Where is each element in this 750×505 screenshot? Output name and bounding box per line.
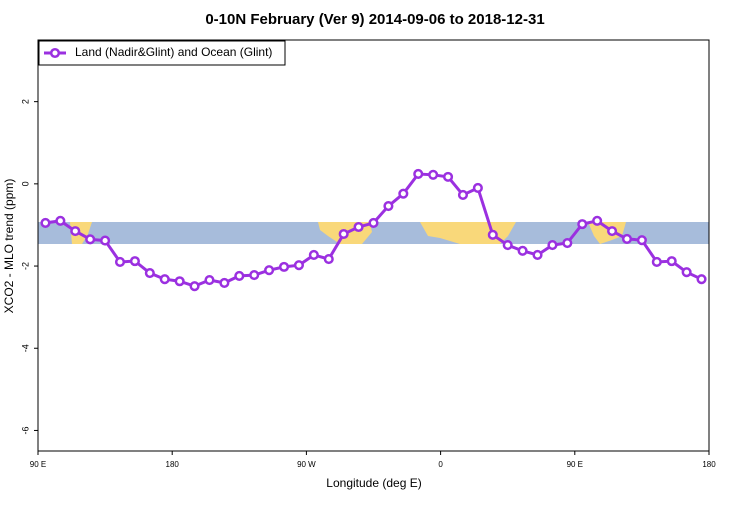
- data-point: [696, 274, 707, 285]
- data-point: [487, 229, 498, 240]
- data-point: [234, 270, 245, 281]
- data-point: [129, 256, 140, 267]
- legend-marker: [49, 47, 61, 59]
- data-point: [278, 261, 290, 272]
- data-point: [562, 237, 573, 249]
- data-point: [204, 274, 215, 286]
- data-point: [323, 254, 334, 265]
- data-point: [70, 226, 81, 237]
- x-tick-label: 0: [438, 460, 443, 469]
- legend-label: Land (Nadir&Glint) and Ocean (Glint): [75, 45, 272, 59]
- data-point: [681, 267, 692, 278]
- y-axis-label: XCO2 - MLO trend (ppm): [2, 179, 16, 314]
- data-point: [592, 215, 603, 226]
- data-point: [174, 276, 185, 287]
- data-point: [532, 249, 543, 261]
- data-point: [428, 169, 439, 180]
- ocean-strip: [38, 222, 709, 244]
- x-tick-label: 180: [166, 460, 180, 469]
- data-point: [308, 249, 319, 261]
- data-point: [443, 171, 454, 182]
- data-point: [40, 217, 51, 228]
- x-tick-label: 90 W: [297, 460, 316, 469]
- data-point: [189, 281, 200, 292]
- y-tick-label: 0: [20, 181, 30, 186]
- data-point: [114, 256, 126, 267]
- data-point: [547, 240, 558, 251]
- data-point: [472, 182, 483, 194]
- land-patch: [588, 222, 626, 244]
- data-point: [159, 274, 170, 285]
- data-point: [517, 245, 528, 256]
- data-point: [383, 200, 394, 212]
- y-tick-label: -6: [20, 426, 30, 434]
- data-point: [85, 234, 96, 245]
- data-point: [338, 228, 349, 240]
- x-tick-label: 90 E: [567, 460, 583, 469]
- x-tick-label: 180: [702, 460, 716, 469]
- data-point: [264, 265, 275, 276]
- y-tick-label: -2: [20, 262, 30, 270]
- data-point: [353, 221, 364, 233]
- data-point: [607, 226, 618, 237]
- y-tick-label: -4: [20, 344, 30, 352]
- x-tick-label: 90 E: [30, 460, 46, 469]
- data-point: [621, 233, 633, 244]
- data-point: [55, 215, 66, 226]
- data-point: [636, 235, 647, 246]
- data-point: [457, 189, 469, 200]
- data-point: [219, 277, 230, 288]
- data-point: [249, 270, 260, 281]
- data-point: [413, 168, 424, 180]
- x-axis-label: Longitude (deg E): [326, 476, 421, 490]
- legend-box: [38, 40, 286, 66]
- data-point: [368, 217, 379, 228]
- data-point: [144, 267, 155, 279]
- data-point: [666, 256, 677, 267]
- data-point: [577, 219, 588, 230]
- plot-frame: [37, 39, 710, 452]
- data-point: [100, 235, 111, 246]
- data-point: [651, 256, 662, 267]
- data-point: [398, 188, 409, 199]
- data-point: [293, 260, 304, 271]
- y-tick-label: 2: [20, 99, 30, 104]
- chart-title: 0-10N February (Ver 9) 2014-09-06 to 201…: [205, 11, 544, 28]
- data-point: [502, 240, 513, 251]
